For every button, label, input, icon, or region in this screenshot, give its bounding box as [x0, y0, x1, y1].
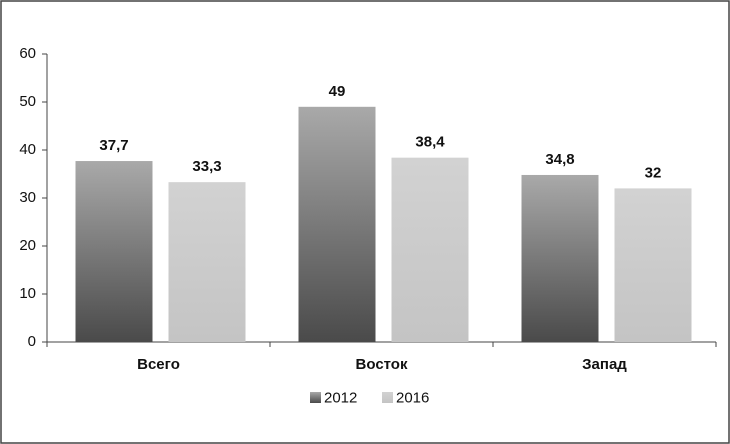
value-label: 33,3: [192, 158, 221, 175]
bar: [614, 188, 692, 342]
x-tick-label: Восток: [356, 356, 408, 373]
y-tick-label: 20: [19, 237, 36, 254]
bar: [298, 106, 376, 342]
bar: [75, 161, 153, 342]
y-tick-label: 50: [19, 93, 36, 110]
y-tick-label: 30: [19, 189, 36, 206]
x-tick-label: Запад: [582, 356, 627, 373]
value-label: 34,8: [545, 151, 574, 168]
value-label: 32: [645, 164, 662, 181]
bar: [168, 182, 246, 342]
legend-swatch: [310, 392, 321, 403]
y-tick-label: 40: [19, 141, 36, 158]
y-tick-label: 60: [19, 45, 36, 62]
value-label: 37,7: [99, 137, 128, 154]
legend-label: 2012: [324, 389, 357, 406]
legend-swatch: [382, 392, 393, 403]
value-label: 49: [329, 83, 346, 100]
y-tick-label: 10: [19, 285, 36, 302]
value-label: 38,4: [415, 134, 445, 151]
bar: [521, 174, 599, 342]
bar: [391, 157, 469, 342]
x-tick-label: Всего: [137, 356, 180, 373]
legend-label: 2016: [396, 389, 429, 406]
y-tick-label: 0: [28, 333, 36, 350]
